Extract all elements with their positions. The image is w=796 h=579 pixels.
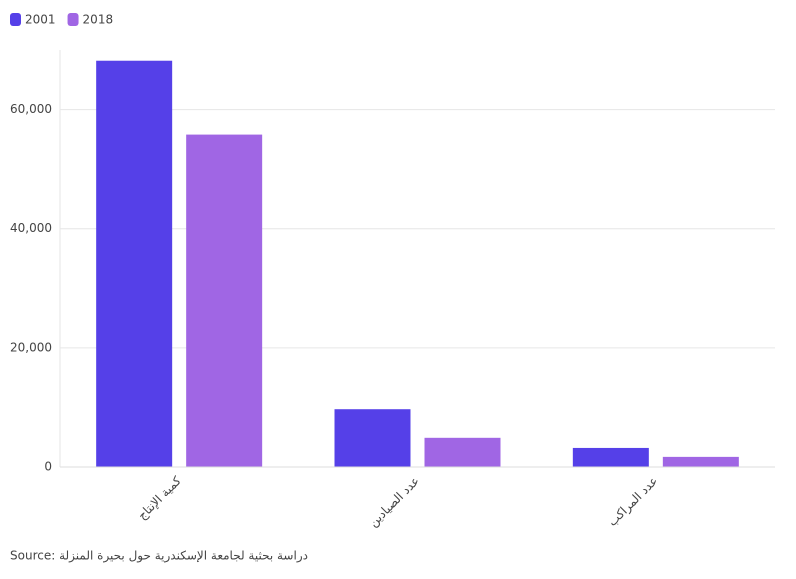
legend-label: 2018 bbox=[83, 13, 114, 27]
y-tick-label: 0 bbox=[44, 460, 52, 474]
bar bbox=[662, 456, 739, 467]
x-tick-label: كمية الإنتاج bbox=[135, 473, 184, 522]
y-tick-label: 40,000 bbox=[10, 221, 52, 235]
bar bbox=[186, 134, 263, 467]
bar bbox=[572, 447, 649, 467]
legend-swatch bbox=[10, 13, 21, 26]
bar bbox=[334, 409, 411, 467]
legend-swatch bbox=[67, 13, 79, 26]
source: Source: دراسة بحثية لجامعة الإسكندرية حو… bbox=[10, 549, 308, 564]
legend-label: 2001 bbox=[25, 13, 56, 27]
y-tick-label: 20,000 bbox=[10, 340, 52, 354]
y-tick-label: 60,000 bbox=[10, 102, 52, 116]
bar bbox=[424, 437, 501, 467]
x-tick-label: عدد المراكب bbox=[605, 474, 661, 530]
x-tick-label: عدد الصيادين bbox=[366, 474, 423, 531]
bar bbox=[96, 60, 173, 467]
